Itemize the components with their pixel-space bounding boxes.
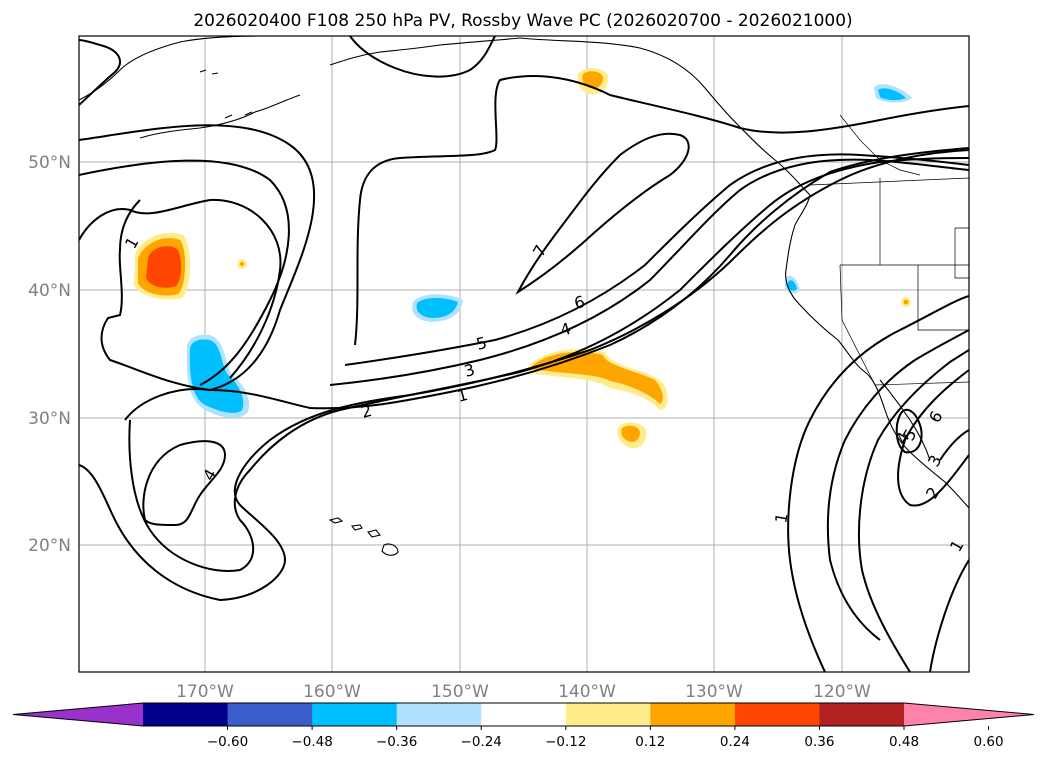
hawaii-island xyxy=(328,517,344,524)
border-us-canada xyxy=(809,177,969,186)
coastline-alaska-west xyxy=(79,36,261,101)
lat-label-50n: 50°N xyxy=(28,153,71,173)
contour-line-2-jet xyxy=(124,147,969,421)
contour-label-1: 1 xyxy=(455,385,470,406)
contour-line-northwest xyxy=(79,39,121,106)
contour-line-1-east xyxy=(787,295,969,672)
aleutian-islands xyxy=(199,69,253,119)
map-title: 2026020400 F108 250 hPa PV, Rossby Wave … xyxy=(193,11,852,31)
contour-label-2: 2 xyxy=(359,401,374,422)
contour-label-5: 5 xyxy=(474,333,489,354)
lon-label-150w: 150°W xyxy=(431,682,489,702)
pv-fills xyxy=(134,68,912,449)
colorbar-segment xyxy=(481,703,567,726)
pv-positive-fill xyxy=(582,71,603,89)
graticule xyxy=(79,36,969,672)
colorbar-segment xyxy=(565,703,651,726)
colorbar-tick-label: 0.36 xyxy=(804,734,834,750)
colorbar-segment xyxy=(650,703,736,726)
contours xyxy=(79,36,969,672)
colorbar-outline xyxy=(12,702,1035,727)
coastlines xyxy=(79,36,969,556)
lon-label-130w: 130°W xyxy=(685,682,743,702)
colorbar-segment xyxy=(819,703,905,726)
colorbar-segment xyxy=(396,703,482,726)
colorbar-tick-label: 0.12 xyxy=(635,734,665,750)
contour-label-4: 4 xyxy=(558,319,573,340)
border-state xyxy=(954,227,969,279)
contour-line-3-east xyxy=(858,349,969,672)
contour-line-2-east xyxy=(826,329,969,641)
colorbar-extend-min xyxy=(13,703,143,726)
colorbar-segment xyxy=(734,703,820,726)
colorbar-ticks: −0.60 −0.48 −0.36 −0.24 −0.12 0.12 0.24 0.36 0.4… xyxy=(207,726,1004,750)
contour-line-1-southeast xyxy=(929,559,969,672)
lon-label-170w: 170°W xyxy=(176,682,234,702)
contour-line-4-jet xyxy=(329,158,969,386)
pv-positive-fill xyxy=(621,425,640,442)
hawaii-big-island xyxy=(381,543,399,556)
coastline-panhandle xyxy=(519,37,811,196)
contour-label-1-east: 1 xyxy=(771,511,791,524)
map-area: 1 2 3 4 5 6 7 1 4 1 1 2 3 4 5 6 xyxy=(79,36,969,672)
contour-line-3-west xyxy=(79,198,282,379)
borders xyxy=(809,114,969,386)
contour-line-5-jet xyxy=(344,153,969,366)
lon-label-160w: 160°W xyxy=(303,682,361,702)
pv-negative-fill xyxy=(788,280,797,291)
pv-negative-fill xyxy=(416,298,458,318)
colorbar-tick-label: −0.60 xyxy=(207,734,248,750)
colorbar-extend-max xyxy=(904,703,1034,726)
coastline-us-west xyxy=(785,194,866,373)
lat-label-40n: 40°N xyxy=(28,281,71,301)
border-state xyxy=(839,264,969,386)
border-state xyxy=(917,265,969,331)
colorbar-tick-label: −0.36 xyxy=(376,734,417,750)
latitude-labels: 50°N 40°N 30°N 20°N xyxy=(28,153,71,556)
contour-line-top xyxy=(349,36,496,78)
coastline-alaska-south xyxy=(329,37,521,66)
colorbar-tick-label: −0.48 xyxy=(291,734,332,750)
colorbar-tick-label: 0.60 xyxy=(974,734,1004,750)
contour-line-4-east xyxy=(897,369,969,507)
lon-label-140w: 140°W xyxy=(558,682,616,702)
pv-negative-fill xyxy=(189,339,244,413)
coastline-mexico xyxy=(864,371,969,509)
contour-line-6-east xyxy=(939,429,969,461)
colorbar-tick-label: 0.24 xyxy=(720,734,750,750)
contour-line-2-west xyxy=(79,159,290,386)
contour-line-4-inner xyxy=(142,440,227,527)
colorbar-segment xyxy=(227,703,313,726)
map-frame xyxy=(78,35,970,673)
contour-line-7-closed xyxy=(515,132,690,295)
coastline-aleutians xyxy=(139,94,301,139)
colorbar-segment xyxy=(312,703,398,726)
contour-label-3: 3 xyxy=(462,360,477,381)
contour-line-1-jet xyxy=(79,149,969,602)
longitude-labels: 170°W 160°W 150°W 140°W 130°W 120°W xyxy=(176,682,871,702)
pv-positive-fill xyxy=(532,352,663,404)
colorbar-tick-label: 0.48 xyxy=(889,734,919,750)
contour-line-3-jet xyxy=(128,157,969,572)
lon-label-120w: 120°W xyxy=(813,682,871,702)
hawaii-island xyxy=(367,529,381,538)
pv-negative-fill xyxy=(878,88,906,101)
colorbar-tick-label: −0.12 xyxy=(545,734,586,750)
lat-label-30n: 30°N xyxy=(28,409,71,429)
lat-label-20n: 20°N xyxy=(28,536,71,556)
hawaii-island xyxy=(350,524,363,531)
coastline-baja xyxy=(879,379,931,461)
colorbar-tick-label: −0.24 xyxy=(461,734,502,750)
colorbar-segment xyxy=(143,703,229,726)
contour-line-5-east xyxy=(895,408,923,454)
pv-positive-strong-fill xyxy=(146,246,182,288)
contour-label-6: 6 xyxy=(572,292,587,313)
map-background xyxy=(79,36,969,672)
contour-line-6-north xyxy=(354,74,969,346)
colorbar xyxy=(12,702,1035,727)
